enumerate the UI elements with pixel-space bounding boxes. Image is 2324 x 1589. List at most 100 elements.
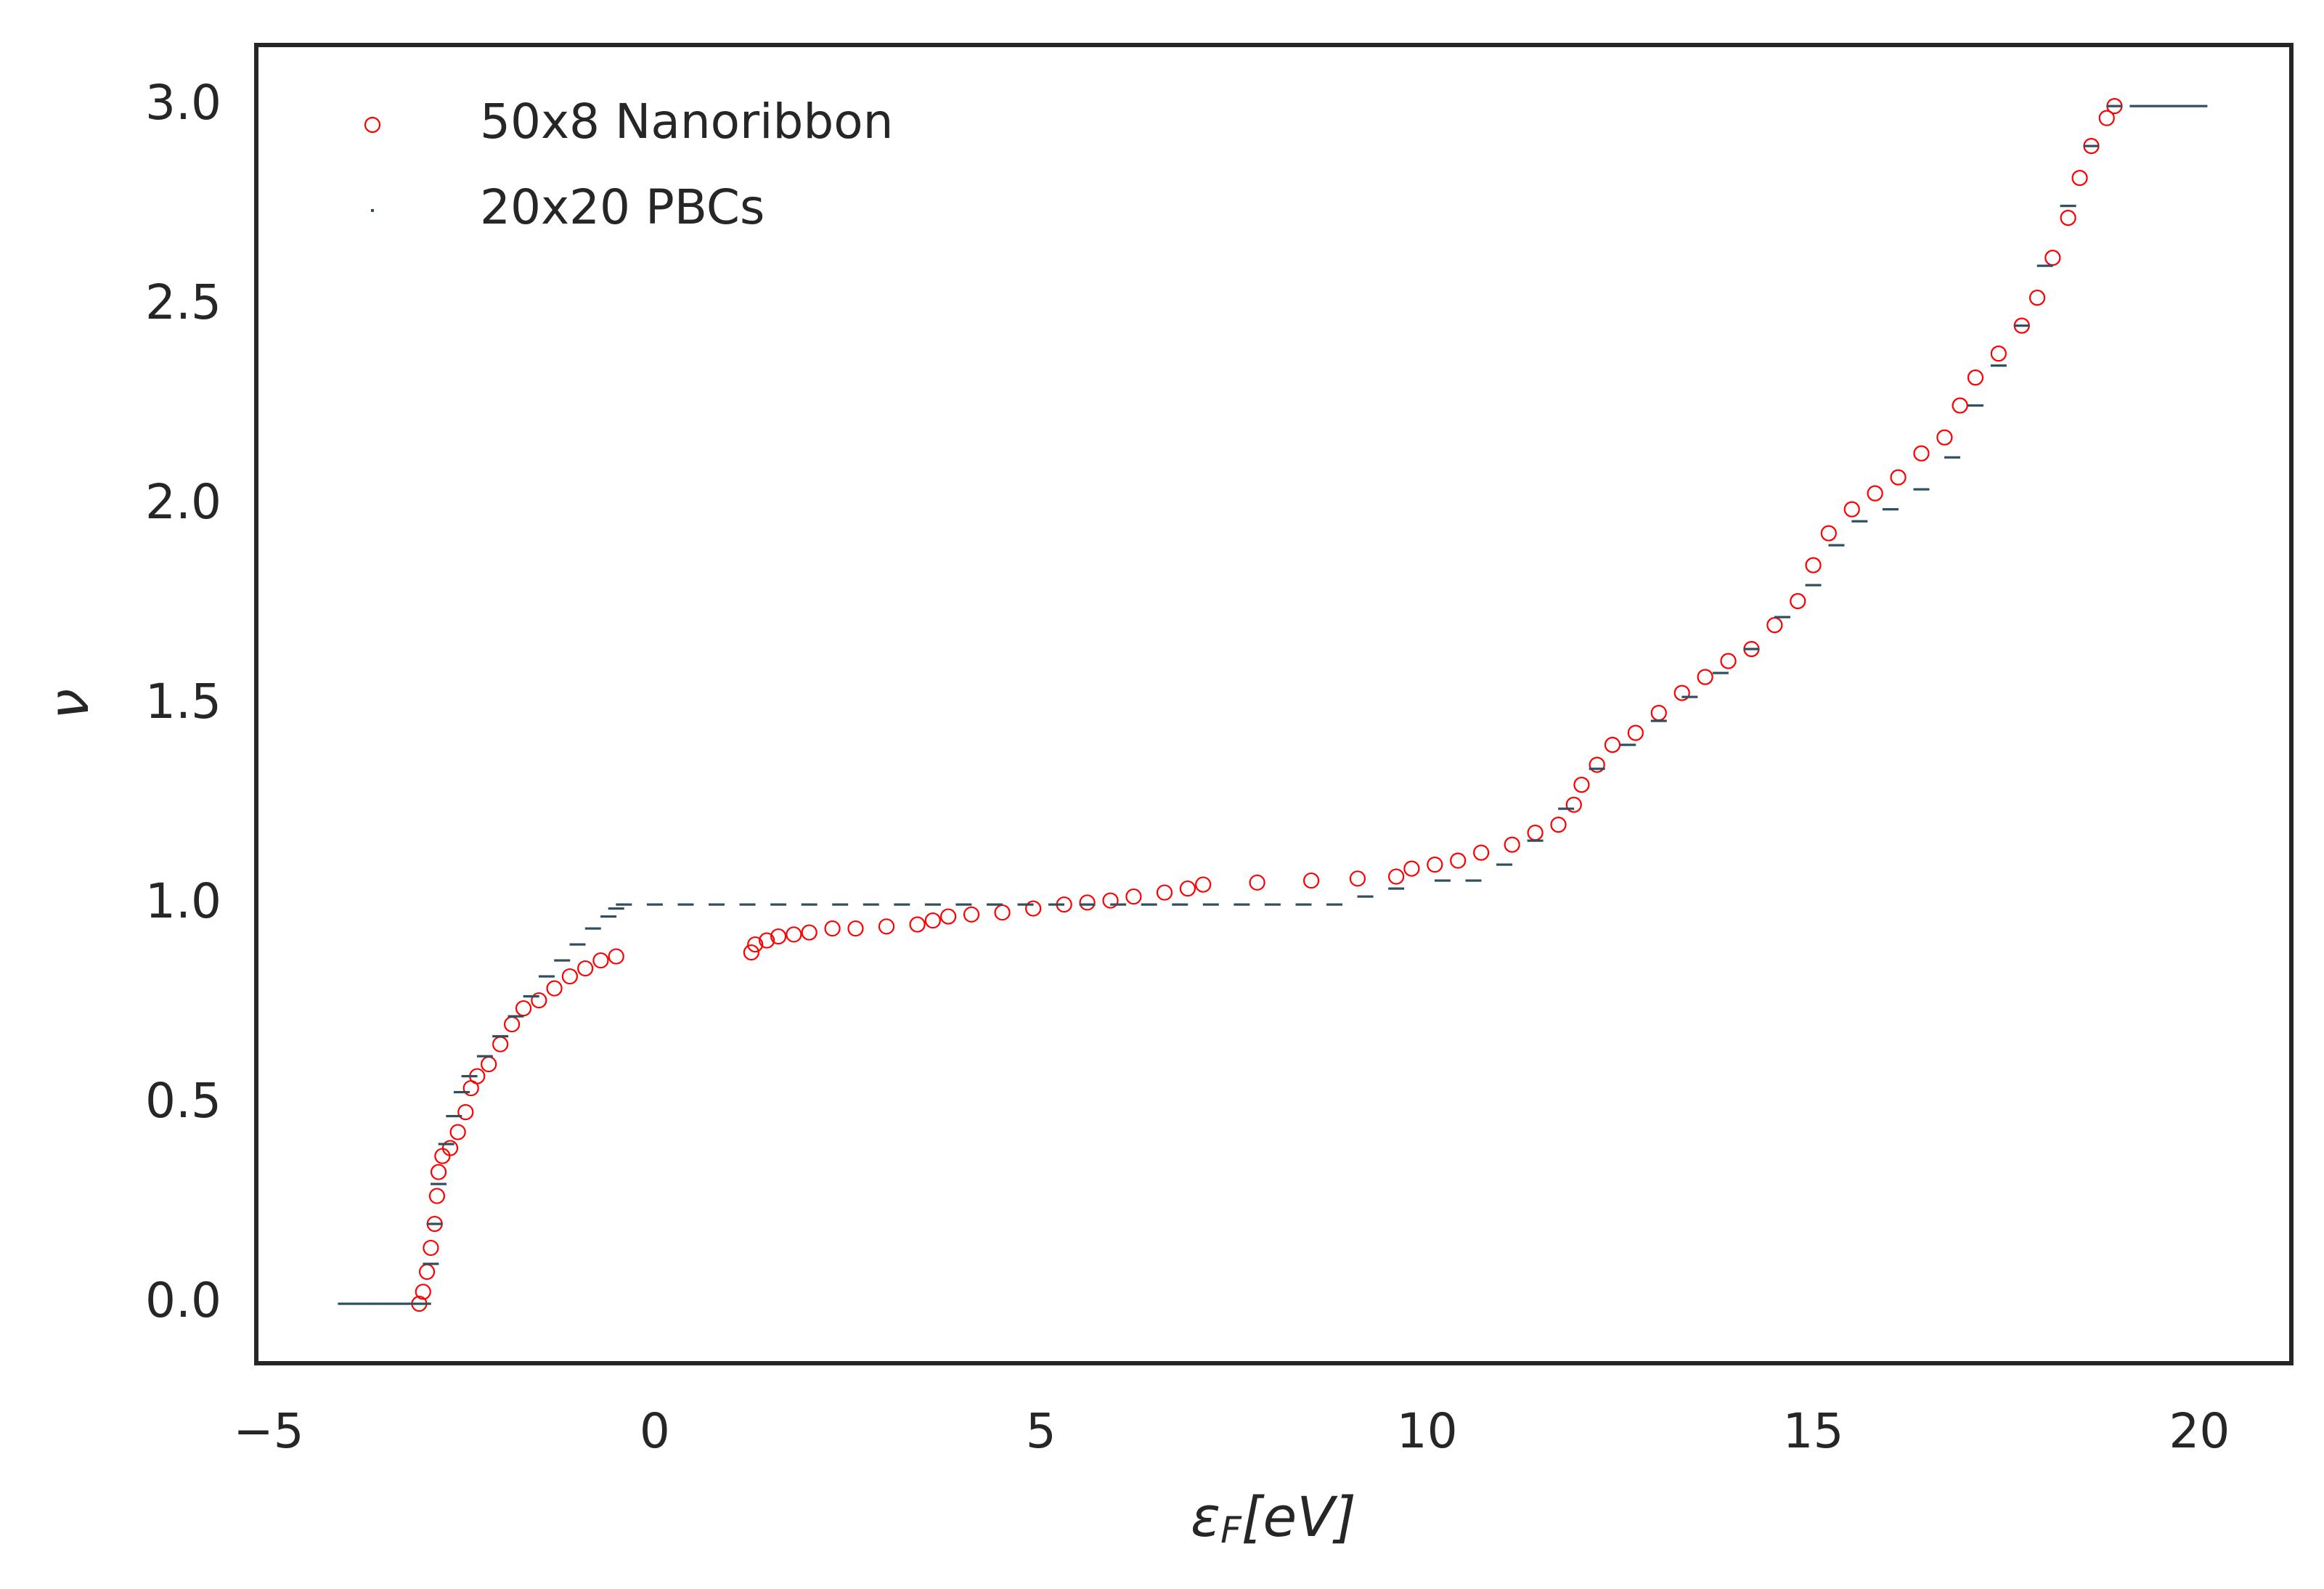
- data-point: [909, 916, 926, 933]
- data-point: [561, 968, 578, 985]
- data-point: [338, 1302, 354, 1305]
- data-point: [538, 975, 555, 978]
- data-point: [1504, 836, 1520, 853]
- data-point: [1650, 719, 1667, 722]
- data-point: [523, 994, 539, 998]
- data-point: [955, 903, 972, 906]
- y-tick-label: 0.5: [145, 1073, 221, 1129]
- data-point: [1079, 894, 1096, 911]
- data-point: [457, 1103, 474, 1121]
- data-point: [1141, 903, 1157, 906]
- data-point: [476, 1055, 493, 1058]
- legend-label: 50x8 Nanoribbon: [480, 94, 894, 150]
- data-point: [415, 1283, 431, 1300]
- data-point: [1627, 724, 1644, 741]
- data-point: [2145, 105, 2161, 107]
- data-point: [847, 920, 864, 937]
- data-point: [1125, 888, 1142, 905]
- data-point: [1604, 736, 1621, 753]
- y-tick-label: 2.5: [145, 274, 221, 330]
- x-tick-label: 20: [2169, 1403, 2230, 1459]
- data-point: [770, 928, 787, 945]
- data-point: [1565, 796, 1582, 813]
- data-point: [1805, 584, 1822, 587]
- data-point: [423, 1262, 439, 1265]
- data-point: [428, 1188, 446, 1204]
- data-point: [492, 1034, 509, 1038]
- y-axis-label: ν: [36, 689, 101, 719]
- x-label-rest: [eV]: [1241, 1484, 1356, 1549]
- data-point: [426, 1222, 443, 1225]
- plot-marks: [338, 98, 2208, 1312]
- data-point: [1450, 852, 1467, 869]
- data-point: [1473, 844, 1490, 861]
- data-point: [430, 1164, 447, 1180]
- data-point: [1774, 616, 1790, 618]
- data-point: [600, 915, 617, 918]
- data-point: [708, 903, 725, 906]
- data-point: [894, 903, 910, 906]
- data-point: [1867, 485, 1883, 502]
- data-point: [1302, 872, 1320, 889]
- data-point: [646, 903, 663, 906]
- data-point: [1589, 767, 1605, 770]
- y-tick-label: 0.0: [145, 1273, 221, 1328]
- data-point: [2160, 105, 2177, 107]
- data-point: [824, 920, 841, 937]
- data-point: [507, 1015, 524, 1018]
- data-point: [1573, 776, 1590, 793]
- data-point: [924, 903, 941, 906]
- x-tick-label: 15: [1783, 1403, 1844, 1459]
- data-point: [1295, 903, 1312, 906]
- x-tick-label: 5: [1026, 1403, 1056, 1459]
- data-point: [1102, 892, 1119, 909]
- data-point: [1589, 756, 1605, 773]
- data-point: [1890, 469, 1907, 486]
- data-point: [453, 1090, 470, 1094]
- data-point: [2129, 105, 2146, 107]
- data-point: [1156, 884, 1173, 901]
- data-point: [1967, 404, 1983, 407]
- data-point: [1952, 397, 1968, 414]
- data-point: [1936, 429, 1953, 446]
- data-point: [801, 903, 818, 906]
- data-point: [1558, 807, 1575, 810]
- data-point: [1017, 903, 1034, 906]
- data-point: [1743, 648, 1760, 650]
- data-point: [2029, 290, 2046, 306]
- data-point: [608, 907, 624, 910]
- data-point: [1527, 839, 1544, 842]
- data-point: [759, 932, 775, 949]
- y-tick-label: 1.5: [145, 674, 221, 730]
- data-point: [1990, 346, 2007, 362]
- data-point: [940, 908, 957, 925]
- data-point: [1403, 860, 1420, 877]
- data-point: [368, 1302, 385, 1305]
- legend-marker: [371, 209, 374, 212]
- data-point: [786, 926, 802, 943]
- data-point: [399, 1302, 416, 1305]
- data-point: [2083, 144, 2100, 147]
- data-point: [616, 903, 632, 906]
- data-point: [2098, 110, 2115, 126]
- data-point: [1179, 880, 1196, 897]
- data-point: [878, 918, 895, 935]
- data-point: [384, 1302, 401, 1305]
- data-point: [1434, 879, 1451, 882]
- data-point: [546, 980, 563, 997]
- data-point: [1681, 695, 1698, 698]
- data-point: [1349, 870, 1366, 887]
- axes-frame: [254, 43, 2294, 1365]
- legend-label: 20x20 PBCs: [480, 179, 765, 235]
- data-point: [1048, 903, 1065, 906]
- data-point: [832, 903, 849, 906]
- data-point: [592, 952, 609, 969]
- data-point: [446, 1114, 462, 1118]
- x-label-sub: F: [1220, 1509, 1242, 1551]
- data-point: [1990, 364, 2007, 367]
- data-point: [1264, 903, 1281, 906]
- data-point: [743, 944, 759, 961]
- data-point: [1828, 544, 1845, 547]
